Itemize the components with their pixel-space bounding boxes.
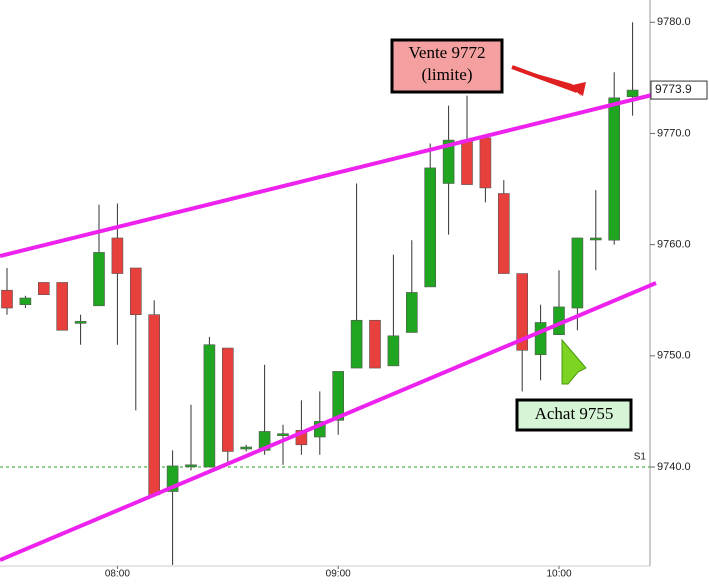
arrow-sell-shaft [511,65,578,93]
candle-body [130,267,142,315]
candle-body [516,273,529,351]
candle-body [93,252,105,307]
x-tick-label: 09:00 [326,569,351,580]
trend-line-lower [0,281,657,562]
candle-body [1,289,13,309]
x-tick-label: 08:00 [105,569,130,580]
candle-body [148,314,160,496]
candle-body [185,464,197,468]
annotation-box [390,38,504,94]
candle-body [571,237,584,309]
arrow-buy [561,338,587,385]
y-tick-label: 9750.0 [657,350,691,362]
candle-body [589,237,602,241]
annotation-text: (limite) [422,65,473,84]
y-tick-label: 9770.0 [657,127,691,139]
candle-body [19,297,32,305]
candle-body [222,347,234,452]
candle-body [369,319,381,369]
annotation-text: Vente 9772 [409,43,486,62]
candle-body [37,282,50,295]
x-tick-label: 10:00 [546,569,571,580]
arrow-sell-head [568,82,586,96]
candle-body [387,335,400,367]
y-tick-label: 9780.0 [657,16,691,28]
candle-body [442,139,455,184]
candle-body [74,321,87,324]
candle-body [203,344,216,468]
last-price-label: 9773.9 [655,82,692,96]
candle-body [424,167,437,288]
y-tick-label: 9760.0 [657,239,691,251]
candle-body [461,139,473,185]
candle-body [166,465,179,492]
candle-body [497,193,510,274]
candle-body [479,137,492,189]
annotation-text: Achat 9755 [535,404,614,423]
candle-body [534,322,547,356]
marks [0,22,650,565]
last-price-box [650,80,708,100]
candle-body [277,433,289,436]
candle-body [350,319,363,369]
candle-body [608,97,621,241]
trend-line-upper [0,93,653,258]
candle-body [405,292,418,333]
candle-body [332,371,345,421]
candle-body [111,237,124,274]
level-label: S1 [634,452,647,463]
candle-body [56,282,69,331]
candle-body [295,430,308,446]
y-tick-label: 9740.0 [657,461,691,473]
annotation-box [515,398,633,432]
candle-body [626,89,639,98]
candle-body [240,446,252,450]
